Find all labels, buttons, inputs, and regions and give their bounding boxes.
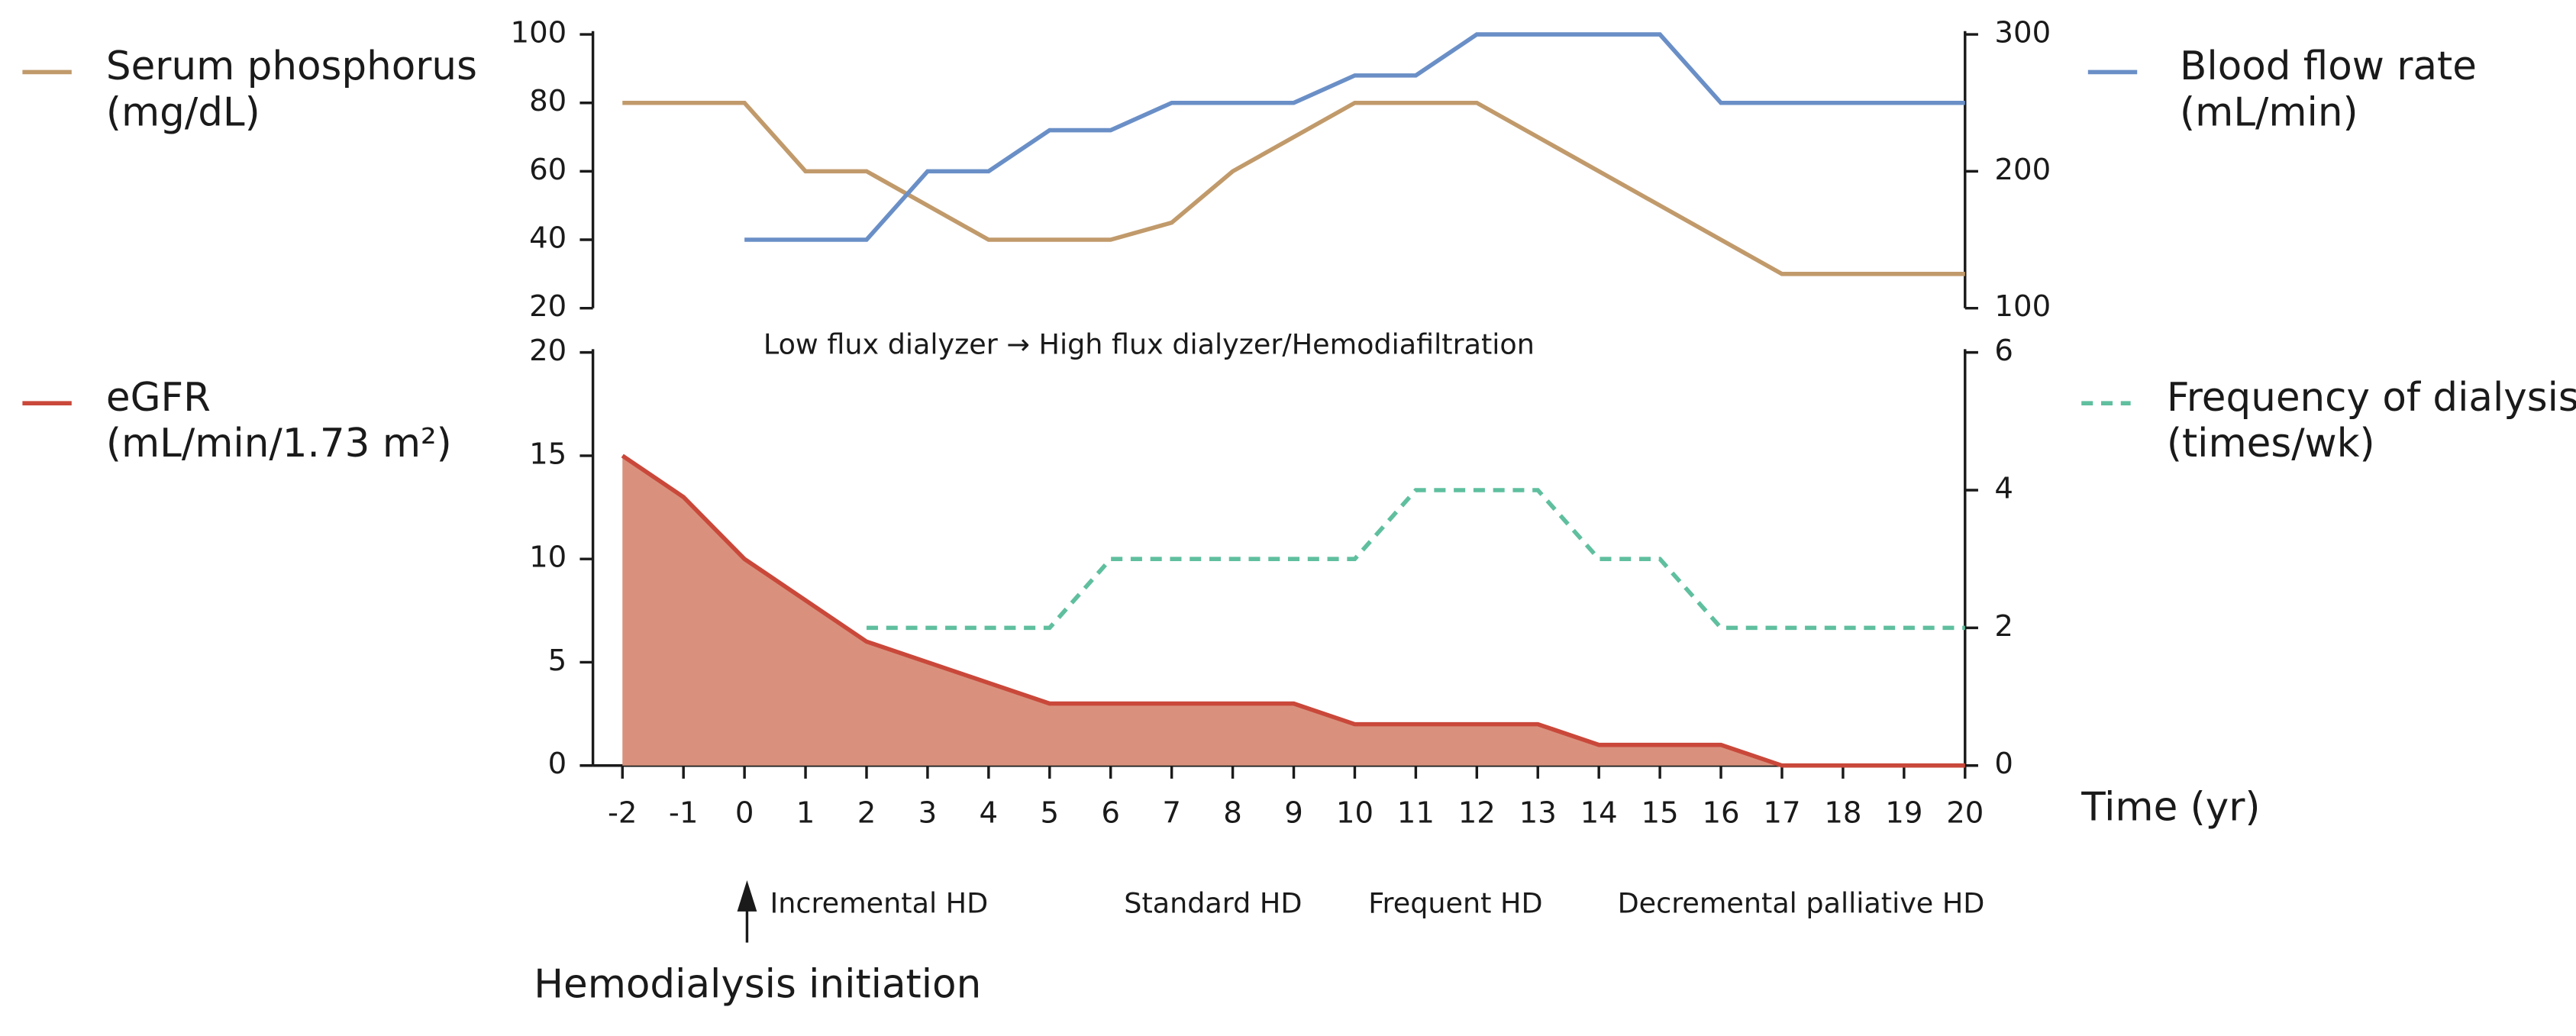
y-tick-label: 100 — [511, 16, 567, 50]
line — [866, 488, 1965, 631]
legend-label: Blood flow rate — [2180, 44, 2477, 89]
x-tick-label: 10 — [1336, 796, 1374, 831]
annotation: Hemodialysis initiation — [534, 962, 981, 1008]
y-tick-label: 20 — [529, 289, 567, 324]
x-tick-label: 6 — [1101, 796, 1120, 831]
arrow-head — [737, 880, 757, 912]
legend-unit: (mg/dL) — [106, 89, 260, 135]
annotation: Decremental palliative HD — [1618, 887, 1985, 920]
annotation: Frequent HD — [1368, 887, 1542, 920]
x-tick-label: 18 — [1824, 796, 1861, 831]
annotation: Low flux dialyzer → High flux dialyzer/H… — [763, 328, 1535, 361]
x-tick-label: 0 — [735, 796, 754, 831]
y2-tick-label: 100 — [1994, 289, 2051, 324]
legend-unit: (mL/min/1.73 m²) — [106, 421, 452, 466]
y-tick-label: 20 — [529, 334, 567, 368]
x-tick-label: 17 — [1763, 796, 1800, 831]
x-tick-label: 4 — [980, 796, 999, 831]
y-tick-label: 5 — [548, 644, 567, 678]
y-tick-label: 80 — [529, 84, 567, 118]
x-axis-label: Time (yr) — [2080, 785, 2260, 831]
x-tick-label: 13 — [1519, 796, 1557, 831]
legend-unit: (times/wk) — [2167, 421, 2375, 466]
x-tick-label: 9 — [1284, 796, 1303, 831]
x-tick-label: 2 — [857, 796, 876, 831]
x-tick-label: -2 — [608, 796, 638, 831]
y-tick-label: 40 — [529, 221, 567, 256]
x-tick-label: 7 — [1162, 796, 1181, 831]
legend-label: Serum phosphorus — [106, 44, 477, 89]
line — [744, 32, 1965, 242]
annotation: Standard HD — [1124, 887, 1302, 920]
line — [621, 453, 1965, 768]
y-tick-label: 15 — [529, 437, 567, 471]
x-tick-label: 5 — [1040, 796, 1059, 831]
x-tick-label: -1 — [669, 796, 699, 831]
area — [622, 455, 1965, 766]
x-tick-label: 15 — [1641, 796, 1679, 831]
annotation: Incremental HD — [770, 887, 989, 920]
x-tick-label: 11 — [1397, 796, 1435, 831]
y-tick-label: 0 — [548, 747, 567, 781]
x-tick-label: 19 — [1885, 796, 1922, 831]
x-tick-label: 20 — [1946, 796, 1984, 831]
x-tick-label: 12 — [1458, 796, 1496, 831]
x-tick-label: 16 — [1702, 796, 1739, 831]
y2-tick-label: 2 — [1994, 609, 2013, 644]
y2-tick-label: 300 — [1994, 16, 2051, 50]
y2-tick-label: 6 — [1994, 334, 2013, 368]
x-tick-label: 1 — [796, 796, 815, 831]
y-tick-label: 10 — [529, 541, 567, 575]
x-tick-label: 3 — [918, 796, 938, 831]
y2-tick-label: 4 — [1994, 471, 2013, 505]
y2-tick-label: 0 — [1994, 747, 2013, 781]
x-tick-label: 14 — [1580, 796, 1618, 831]
legend-label: eGFR — [106, 375, 211, 421]
y-tick-label: 60 — [529, 153, 567, 187]
legend-unit: (mL/min) — [2180, 89, 2358, 135]
y2-tick-label: 200 — [1994, 153, 2051, 187]
x-tick-label: 8 — [1223, 796, 1242, 831]
legend-label: Frequency of dialysis — [2167, 375, 2576, 421]
line — [622, 100, 1965, 276]
